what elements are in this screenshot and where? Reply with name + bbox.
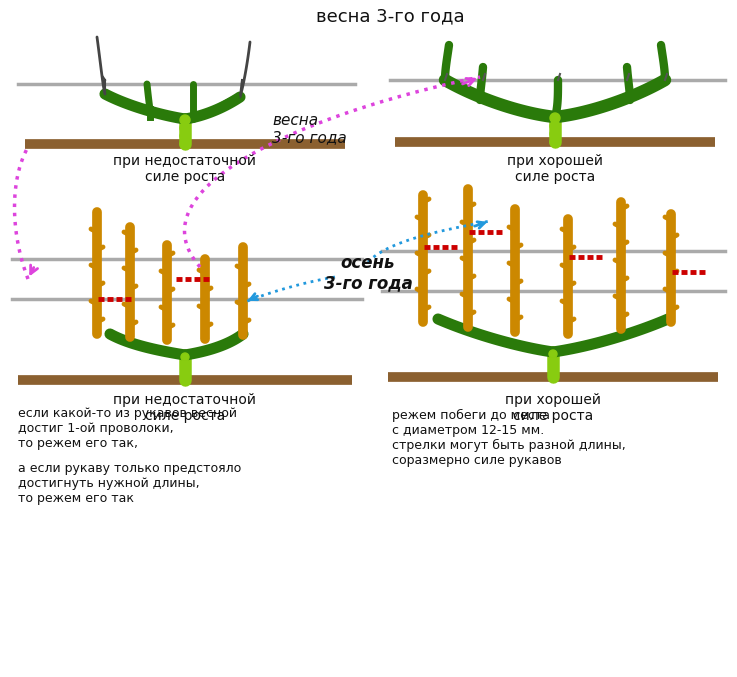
Circle shape — [550, 121, 560, 131]
Text: если какой-то из рукавов весной
достиг 1-ой проволоки,
то режем его так,: если какой-то из рукавов весной достиг 1… — [18, 407, 237, 450]
Circle shape — [549, 364, 557, 372]
Text: а если рукаву только предстояло
достигнуть нужной длины,
то режем его так: а если рукаву только предстояло достигну… — [18, 462, 241, 505]
Text: режем побеги до места
с диаметром 12-15 мм.
стрелки могут быть разной длины,
сор: режем побеги до места с диаметром 12-15 … — [392, 409, 626, 467]
Circle shape — [180, 123, 190, 133]
Circle shape — [180, 139, 190, 149]
Circle shape — [181, 367, 189, 375]
Circle shape — [549, 350, 557, 358]
Circle shape — [549, 357, 557, 365]
Circle shape — [181, 360, 189, 368]
Text: при недостаточной
силе роста: при недостаточной силе роста — [113, 154, 256, 184]
Text: весна
3-го года: весна 3-го года — [272, 113, 346, 145]
Text: при хорошей
силе роста: при хорошей силе роста — [505, 393, 601, 423]
Circle shape — [549, 371, 557, 379]
Circle shape — [181, 374, 189, 382]
Circle shape — [181, 353, 189, 361]
Text: при хорошей
силе роста: при хорошей силе роста — [507, 154, 603, 184]
Circle shape — [550, 113, 560, 123]
Circle shape — [180, 115, 190, 125]
Circle shape — [180, 131, 190, 141]
Text: при недостаточной
силе роста: при недостаточной силе роста — [113, 393, 256, 423]
Circle shape — [550, 137, 560, 147]
Text: весна 3-го года: весна 3-го года — [315, 7, 464, 25]
Text: осень
3-го года: осень 3-го года — [324, 254, 413, 292]
Circle shape — [550, 129, 560, 139]
